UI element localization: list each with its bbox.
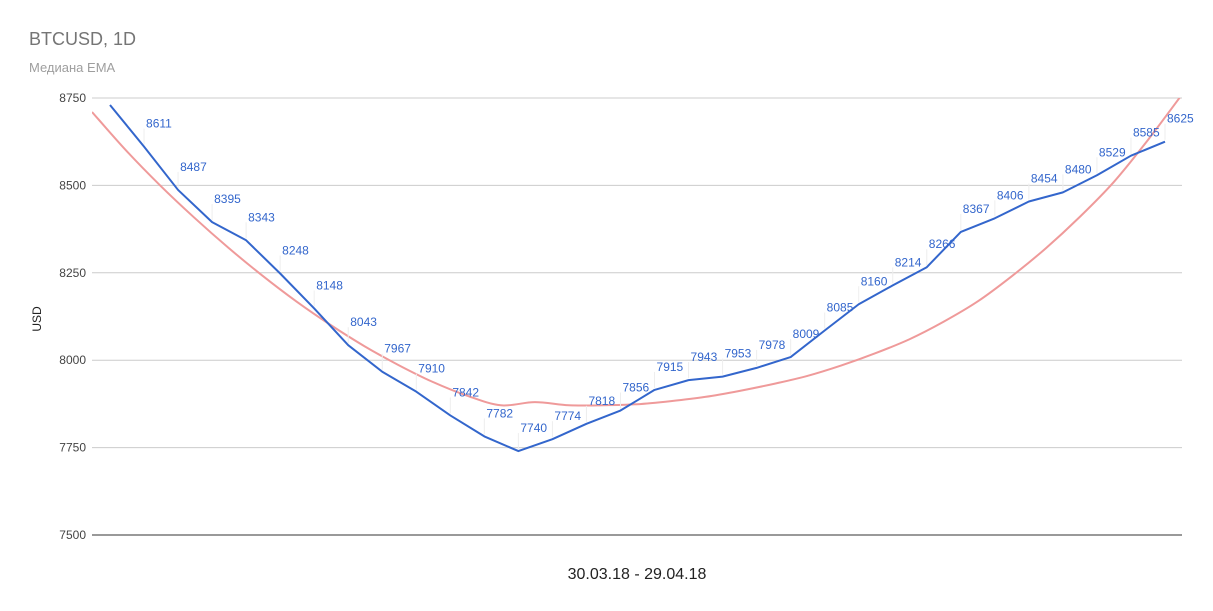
y-tick-label: 7750 bbox=[59, 441, 86, 455]
data-label: 7910 bbox=[418, 362, 445, 376]
data-label: 7915 bbox=[657, 360, 684, 374]
data-label: 8343 bbox=[248, 210, 275, 224]
y-tick-label: 7500 bbox=[59, 528, 86, 542]
data-label: 7943 bbox=[691, 350, 718, 364]
data-label: 8266 bbox=[929, 237, 956, 251]
data-label: 8160 bbox=[861, 274, 888, 288]
y-tick-label: 8500 bbox=[59, 178, 86, 192]
data-label: 8395 bbox=[214, 192, 241, 206]
data-label: 8148 bbox=[316, 278, 343, 292]
y-axis-ticks: 8750 8500 8250 8000 7750 7500 bbox=[59, 91, 86, 542]
data-label: 7953 bbox=[725, 347, 752, 361]
data-label: 8585 bbox=[1133, 126, 1160, 140]
data-label: 8480 bbox=[1065, 162, 1092, 176]
data-label: 7740 bbox=[520, 421, 547, 435]
data-label: 8085 bbox=[827, 300, 854, 314]
data-label: 8487 bbox=[180, 160, 207, 174]
data-label: 8214 bbox=[895, 255, 922, 269]
price-line bbox=[109, 104, 1166, 453]
data-label: 7774 bbox=[554, 409, 581, 423]
data-label: 7967 bbox=[384, 342, 411, 356]
x-axis-title: 30.03.18 - 29.04.18 bbox=[568, 566, 707, 583]
y-tick-label: 8000 bbox=[59, 353, 86, 367]
data-labels: 8611 8487 8395 8343 8248 8148 8043 7967 7910 7842… bbox=[143, 112, 1194, 450]
data-label: 7782 bbox=[486, 406, 513, 420]
data-label: 8454 bbox=[1031, 171, 1058, 185]
y-axis-title: USD bbox=[30, 306, 44, 332]
data-label: 8043 bbox=[350, 315, 377, 329]
data-label: 7818 bbox=[588, 394, 615, 408]
y-tick-label: 8750 bbox=[59, 91, 86, 105]
ema-trend-line bbox=[92, 98, 1181, 407]
chart-subtitle: Медиана EMA bbox=[29, 60, 116, 75]
data-label: 7978 bbox=[759, 338, 786, 352]
data-label: 8529 bbox=[1099, 145, 1126, 159]
data-label: 8367 bbox=[963, 202, 990, 216]
chart-title: BTCUSD, 1D bbox=[29, 29, 137, 49]
data-label: 8625 bbox=[1167, 112, 1194, 126]
data-label: 7842 bbox=[452, 385, 479, 399]
data-label: 8406 bbox=[997, 188, 1024, 202]
data-label: 7856 bbox=[622, 381, 649, 395]
data-label: 8009 bbox=[793, 327, 820, 341]
data-label: 8611 bbox=[146, 117, 172, 131]
y-tick-label: 8250 bbox=[59, 266, 86, 280]
data-label: 8248 bbox=[282, 243, 309, 257]
grid-lines bbox=[92, 97, 1182, 536]
series-lines bbox=[92, 98, 1181, 453]
